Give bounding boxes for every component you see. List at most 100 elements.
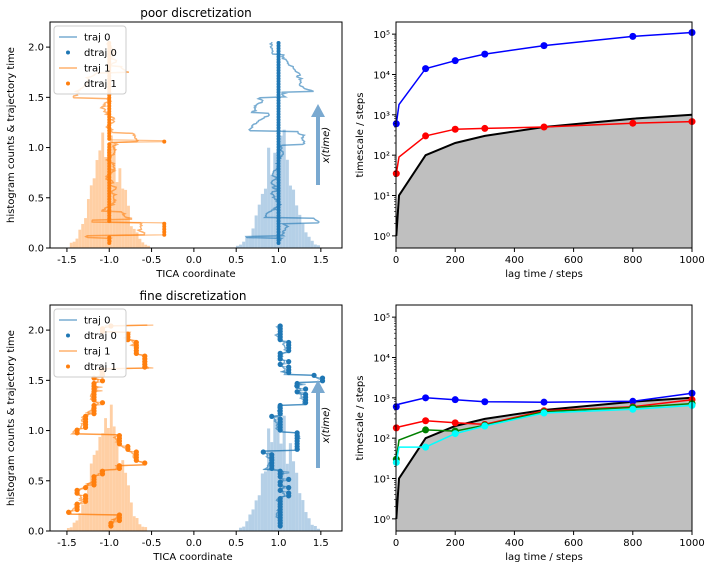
histogram-bar-traj0 bbox=[239, 244, 243, 248]
dtraj0-point bbox=[276, 164, 281, 169]
dtraj0-point bbox=[277, 402, 283, 409]
x-tick-label: 1.5 bbox=[313, 538, 329, 549]
histogram-bar-traj0 bbox=[270, 442, 274, 531]
tick-marks: -1.5 -1.0 -0.5 0.0 0.5 1.0 1.5 0.0 0.5 1.0 1.5 2.0 bbox=[28, 326, 329, 549]
legend: traj 0 dtraj 0 traj 1 dtraj 1 bbox=[53, 25, 127, 95]
dtraj0-point bbox=[276, 41, 281, 46]
dtraj0-point bbox=[303, 386, 309, 392]
panel-fine-discretization: -1.5 -1.0 -0.5 0.0 0.5 1.0 1.50.00.51.01.52.0 … bbox=[6, 289, 343, 563]
y-tick-label: 1.0 bbox=[28, 143, 44, 154]
histogram-bar-traj1 bbox=[89, 185, 93, 248]
dtraj0-point bbox=[269, 452, 275, 458]
dtraj0-point bbox=[276, 60, 281, 65]
x-tick-label: 0 bbox=[393, 255, 399, 266]
panel-timescales-poor: 0 200 400 600 800 1000 10⁰ 10¹ 10² 10³ 10⁴ 10⁵ lag … bbox=[355, 21, 705, 280]
histogram-bar-traj1 bbox=[107, 427, 110, 531]
dtraj0-point bbox=[276, 65, 281, 70]
dtraj1-point bbox=[125, 443, 131, 450]
y-tick-label: 10⁴ bbox=[373, 70, 390, 81]
histogram-bar-traj0 bbox=[251, 509, 255, 531]
shaded-region bbox=[396, 114, 692, 248]
x-tick-label: 800 bbox=[623, 255, 642, 266]
dtraj1-point bbox=[107, 219, 112, 224]
histogram-bar-traj1 bbox=[101, 132, 105, 248]
dtraj0-point bbox=[277, 361, 283, 367]
dtraj1-point bbox=[133, 339, 139, 346]
dtraj1-point bbox=[99, 378, 106, 384]
traj-line0 bbox=[244, 41, 320, 244]
x-tick-label: 200 bbox=[446, 538, 465, 549]
histogram-bar-traj1 bbox=[132, 228, 136, 248]
histogram-bar-traj1 bbox=[118, 470, 122, 531]
dtraj0-point bbox=[276, 235, 281, 240]
y-tick-label: 0.5 bbox=[28, 193, 44, 204]
histogram-bar-traj1 bbox=[95, 160, 99, 248]
dtraj0-point bbox=[276, 167, 281, 172]
data-point-cyan bbox=[451, 430, 459, 438]
dtraj1-point bbox=[142, 353, 148, 359]
panel-timescales-fine: 0 200 400 600 800 1000 10⁰ 10¹ 10² 10³ 10⁴ 10⁵ lag … bbox=[355, 304, 705, 563]
histogram-bar-traj0 bbox=[242, 526, 246, 531]
dtraj0-point bbox=[276, 202, 281, 207]
dtraj1-point bbox=[91, 474, 97, 480]
data-point-blue bbox=[540, 42, 548, 50]
dtraj1-point bbox=[107, 98, 112, 103]
dtraj1-point bbox=[82, 493, 89, 499]
dtraj0-point bbox=[269, 413, 275, 420]
dtraj0-point bbox=[286, 364, 292, 370]
data-point-blue bbox=[451, 396, 459, 404]
dtraj0-point bbox=[276, 221, 281, 226]
series-line-red bbox=[395, 120, 693, 174]
data-point-cyan bbox=[422, 443, 430, 451]
x-tick-label: 600 bbox=[564, 538, 583, 549]
dtraj0-point bbox=[276, 106, 281, 111]
x-tick-label: 0.0 bbox=[186, 255, 202, 266]
tick-marks: -1.5 -1.0 -0.5 0.0 0.5 1.0 1.5 0.0 0.5 1.0 1.5 2.0 bbox=[28, 43, 329, 266]
data-point-blue bbox=[629, 32, 637, 40]
x-tick-label: 400 bbox=[505, 538, 524, 549]
histogram-bar-traj1 bbox=[132, 516, 136, 531]
histogram-bar-traj0 bbox=[298, 493, 302, 531]
x-tick-label: 1000 bbox=[679, 538, 704, 549]
y-tick-label: 10⁵ bbox=[373, 30, 390, 41]
dtraj0-point bbox=[276, 49, 281, 54]
axes-frame bbox=[49, 304, 343, 532]
axes-frame bbox=[49, 21, 343, 249]
tick-marks: 0 200 400 600 800 1000 10⁰ 10¹ 10² 10³ 10⁴ 10⁵ bbox=[373, 30, 704, 266]
histogram-bar-traj1 bbox=[138, 524, 142, 531]
data-point-red bbox=[540, 123, 548, 131]
dtraj1-point bbox=[142, 460, 148, 466]
dtraj0-point bbox=[276, 180, 281, 185]
histogram-bar-traj1 bbox=[121, 188, 125, 248]
histogram-bar-traj0 bbox=[307, 236, 311, 248]
histogram-bar-traj1 bbox=[147, 245, 150, 248]
y-tick-label: 10³ bbox=[373, 111, 390, 122]
dtraj1-point bbox=[107, 213, 112, 218]
histogram-bar-traj0 bbox=[316, 245, 320, 248]
x-tick-label: 800 bbox=[623, 538, 642, 549]
dtraj1-point bbox=[107, 114, 112, 119]
dtraj0-point bbox=[276, 68, 281, 73]
dtraj1-point bbox=[91, 402, 97, 409]
y-tick-label: 10⁰ bbox=[373, 232, 390, 243]
dtraj0-point bbox=[276, 238, 281, 243]
histogram-bar-traj1 bbox=[81, 504, 85, 531]
dtraj1-point bbox=[74, 487, 80, 493]
y-tick-label: 10¹ bbox=[373, 475, 390, 486]
dtraj1-point bbox=[162, 221, 167, 226]
dtraj0-point bbox=[276, 177, 281, 182]
y-tick-label: 10⁵ bbox=[373, 313, 390, 324]
dtraj1-point bbox=[66, 509, 72, 515]
histogram-bar-traj0 bbox=[291, 189, 296, 248]
dtraj0-point bbox=[277, 487, 283, 493]
series-line-blue bbox=[395, 31, 693, 124]
histogram-bar-traj0 bbox=[260, 473, 264, 531]
dtraj0-point bbox=[276, 104, 281, 109]
dtraj0-point bbox=[276, 123, 281, 128]
shaded-region bbox=[396, 397, 692, 531]
dtraj0-point bbox=[276, 188, 281, 193]
legend-label: traj 0 bbox=[84, 33, 110, 44]
dtraj1-point bbox=[107, 210, 112, 215]
histogram-bar-traj0 bbox=[316, 528, 320, 531]
legend-marker bbox=[66, 333, 70, 338]
